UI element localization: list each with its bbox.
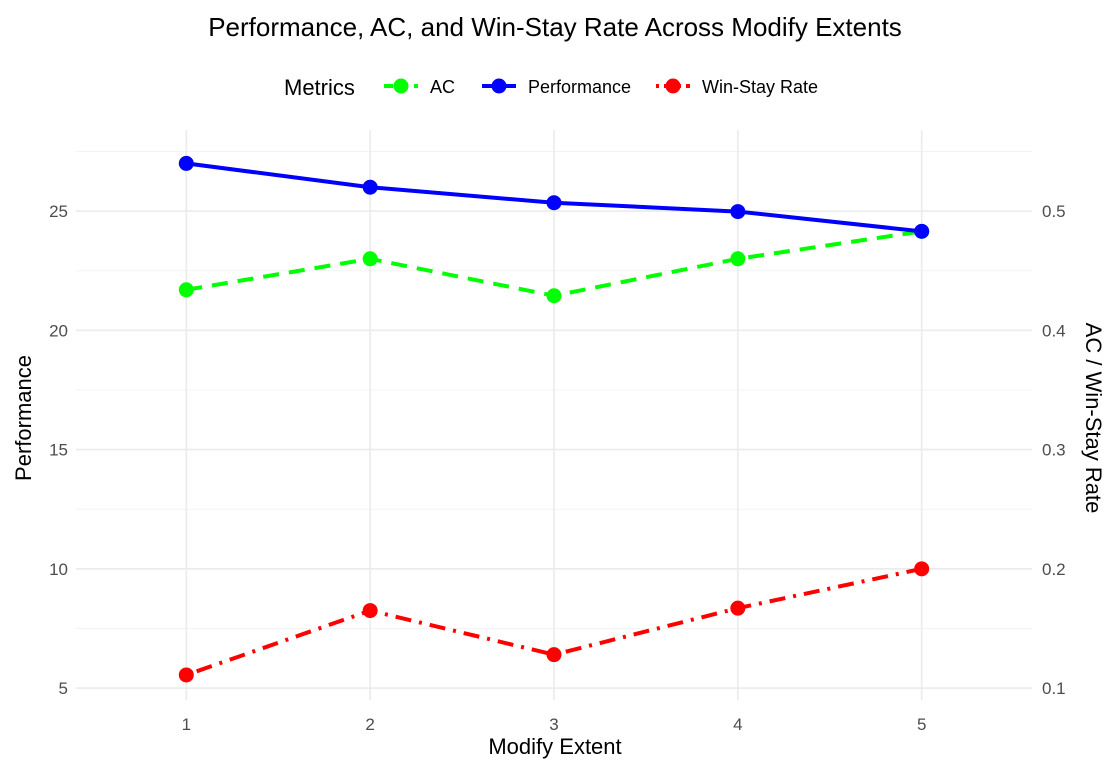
data-point-performance[interactable] — [178, 155, 194, 171]
y-tick-label: 25 — [49, 202, 68, 221]
x-tick-label: 5 — [917, 715, 926, 734]
x-tick-label: 4 — [733, 715, 742, 734]
y-right-tick-label: 0.4 — [1042, 321, 1066, 340]
y-tick-label: 20 — [49, 321, 68, 340]
y-axis-right-title: AC / Win-Stay Rate — [1081, 323, 1106, 514]
legend-swatch-point — [665, 78, 681, 94]
legend-item-win-stay-rate[interactable]: Win-Stay Rate — [656, 77, 818, 97]
data-point-win-stay-rate[interactable] — [178, 667, 194, 683]
y-right-tick-label: 0.2 — [1042, 560, 1066, 579]
y-tick-label: 5 — [59, 679, 68, 698]
legend-swatch-point — [491, 78, 507, 94]
x-tick-label: 3 — [549, 715, 558, 734]
chart-title: Performance, AC, and Win-Stay Rate Acros… — [208, 12, 902, 42]
data-point-win-stay-rate[interactable] — [362, 603, 378, 619]
data-point-performance[interactable] — [546, 195, 562, 211]
x-tick-label: 1 — [182, 715, 191, 734]
series-win-stay-rate — [178, 561, 930, 683]
legend-label: AC — [430, 77, 455, 97]
data-point-win-stay-rate[interactable] — [914, 561, 930, 577]
data-point-win-stay-rate[interactable] — [546, 647, 562, 663]
legend-item-ac[interactable]: AC — [384, 77, 455, 97]
tick-labels: 1 2 3 4 5 5 10 15 20 25 0.1 0.2 0.3 0.4 0.5 — [49, 202, 1066, 734]
series-line-win-stay-rate — [185, 566, 923, 677]
legend-item-performance[interactable]: Performance — [482, 77, 631, 97]
data-point-performance[interactable] — [914, 223, 930, 239]
y-axis-title: Performance — [11, 355, 36, 481]
y-right-tick-label: 0.5 — [1042, 202, 1066, 221]
data-point-ac[interactable] — [178, 282, 194, 298]
x-tick-label: 2 — [365, 715, 374, 734]
data-point-ac[interactable] — [362, 251, 378, 267]
legend-title: Metrics — [284, 75, 355, 100]
data-point-ac[interactable] — [546, 288, 562, 304]
legend-label: Performance — [528, 77, 631, 97]
legend-label: Win-Stay Rate — [702, 77, 818, 97]
data-point-win-stay-rate[interactable] — [730, 600, 746, 616]
x-axis-title: Modify Extent — [488, 734, 621, 759]
y-right-tick-label: 0.3 — [1042, 441, 1066, 460]
legend-swatch-point — [393, 78, 409, 94]
legend[interactable]: Metrics AC Performance Win-Stay Rate — [284, 75, 818, 100]
data-point-performance[interactable] — [730, 204, 746, 220]
y-tick-label: 15 — [49, 441, 68, 460]
data-point-performance[interactable] — [362, 179, 378, 195]
series-lines — [178, 155, 930, 683]
y-right-tick-label: 0.1 — [1042, 679, 1066, 698]
gridlines — [76, 130, 1032, 700]
series-performance — [178, 155, 930, 239]
data-point-ac[interactable] — [730, 251, 746, 267]
y-tick-label: 10 — [49, 560, 68, 579]
